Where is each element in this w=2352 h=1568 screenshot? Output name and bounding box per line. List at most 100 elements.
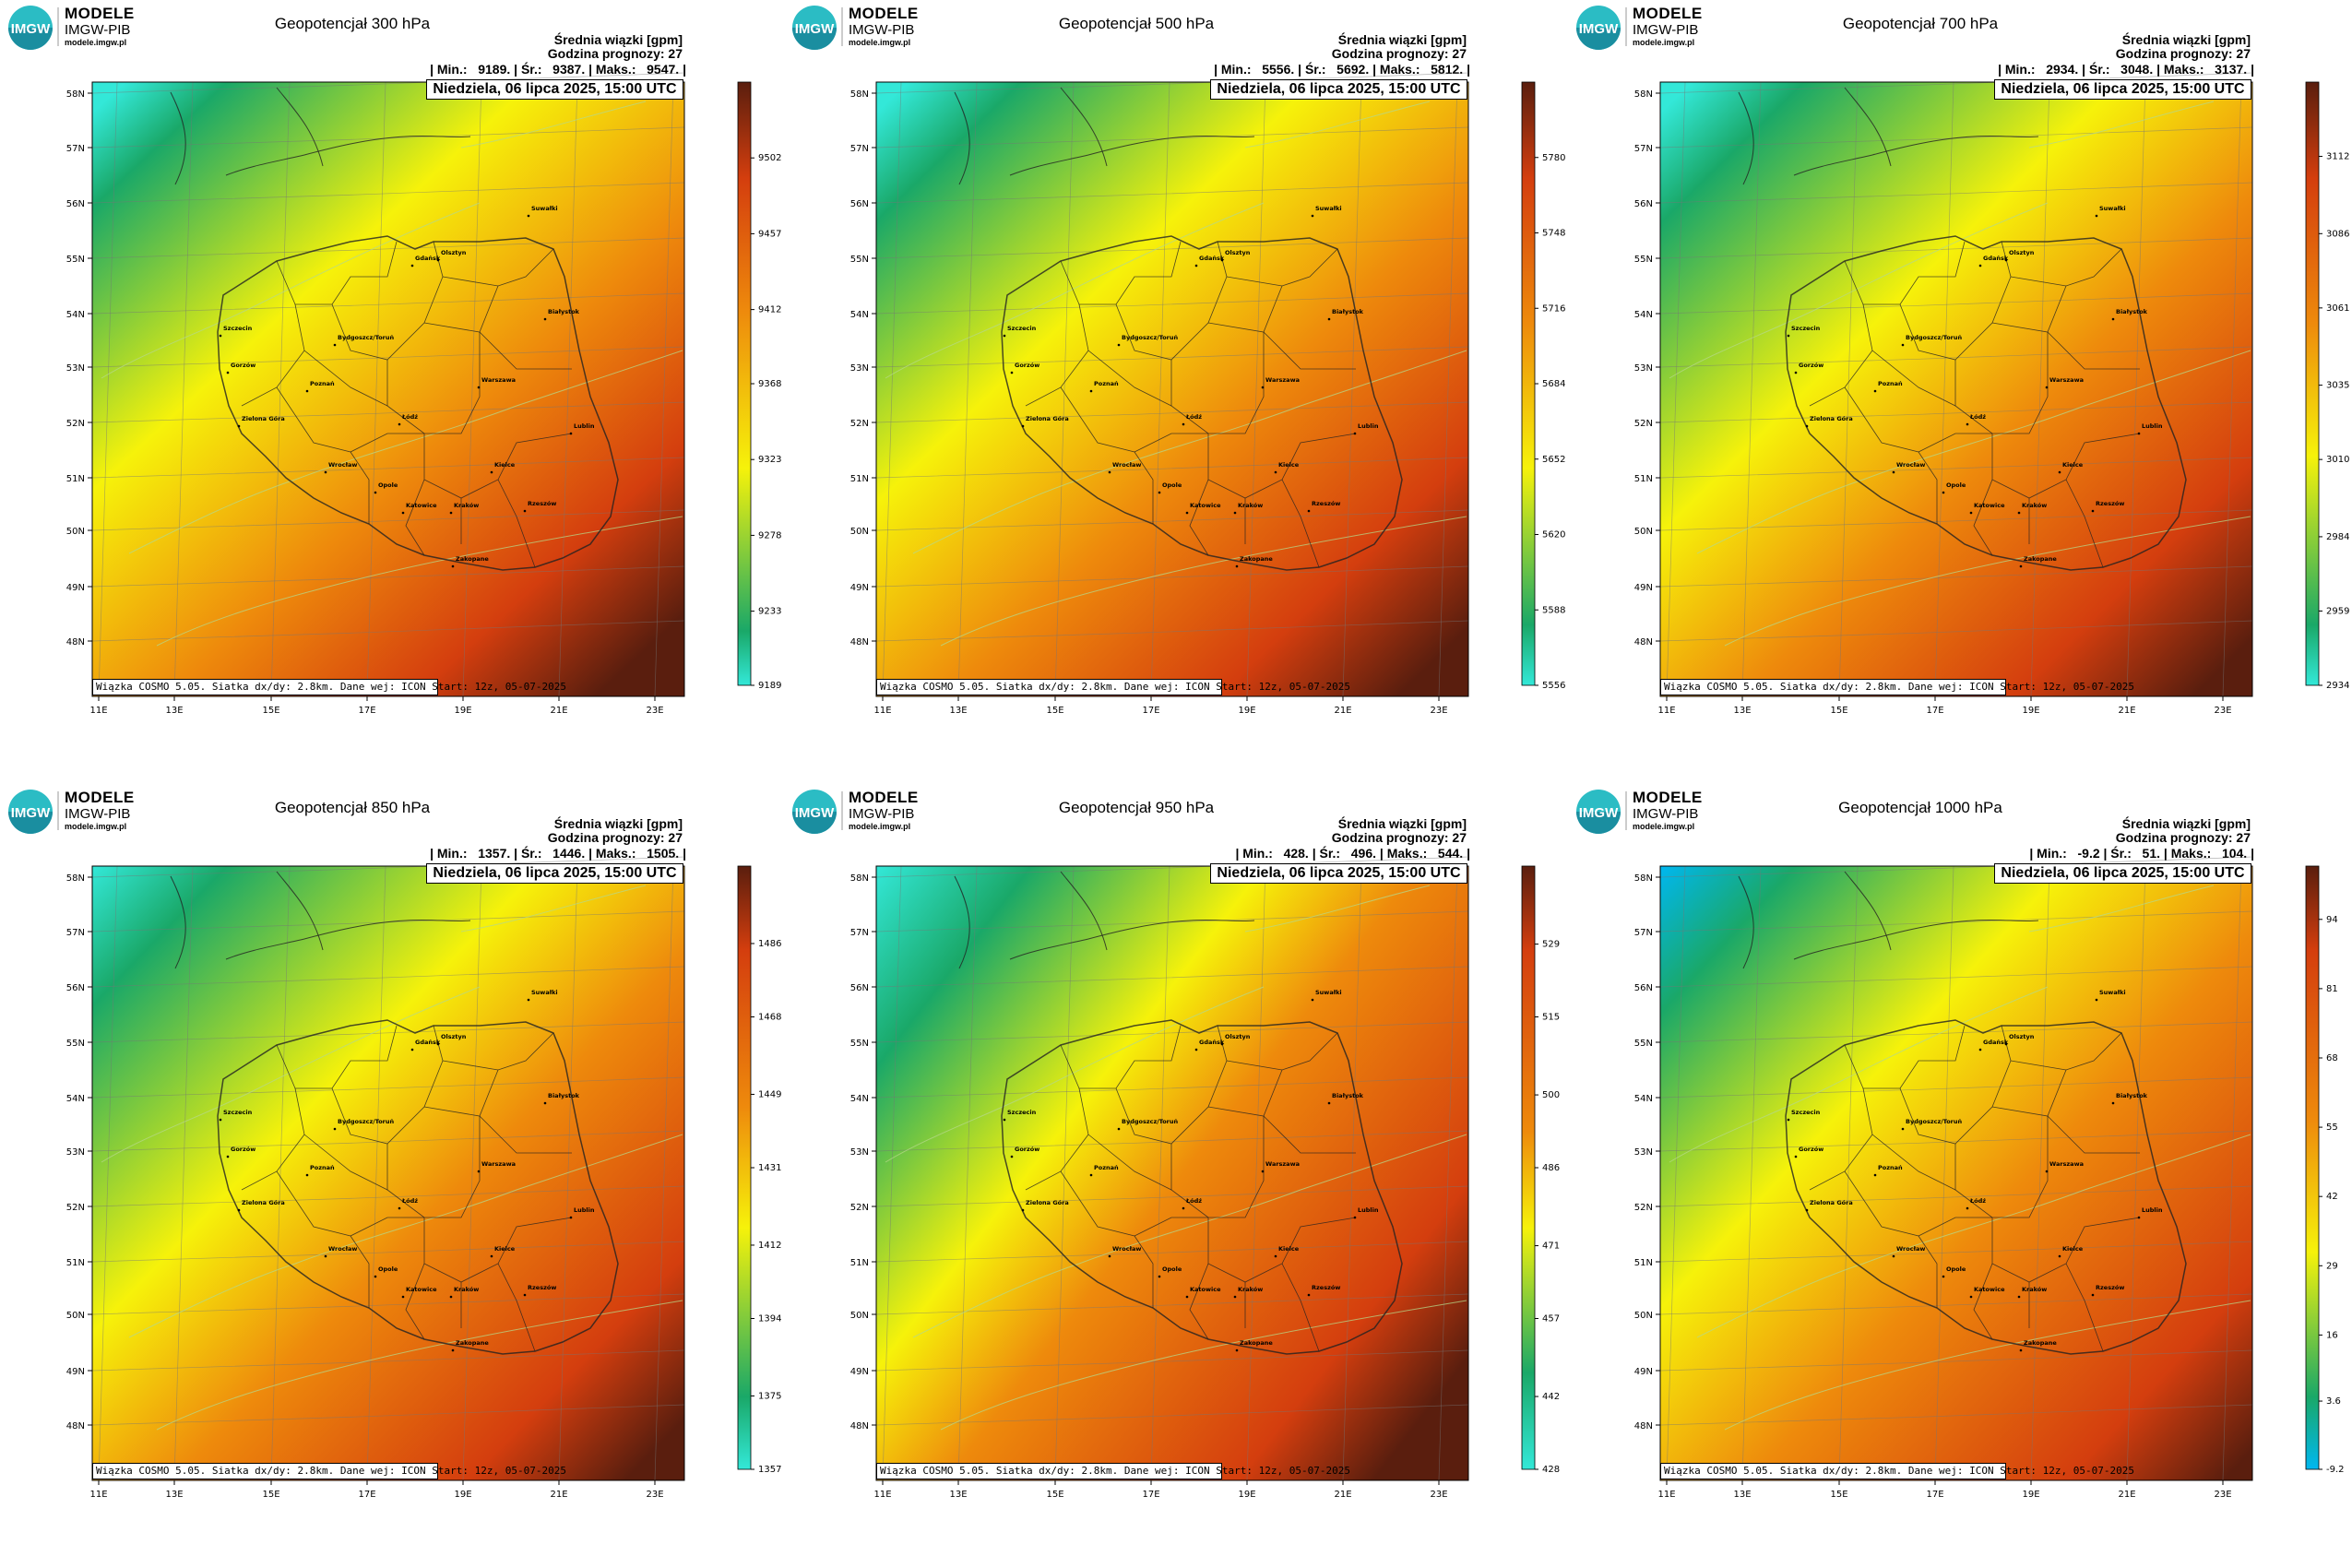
city-label: Poznań (310, 1164, 335, 1171)
city-label: Łódź (401, 1197, 418, 1205)
city-label: Opole (1162, 1265, 1182, 1273)
city-label: Warszawa (1265, 376, 1300, 384)
city-label: Gorzów (1015, 362, 1039, 369)
lat-tick-label: 53N (1634, 363, 1653, 374)
city-label: Suwałki (531, 205, 558, 212)
colorbar-tick-label: 42 (2326, 1192, 2338, 1202)
colorbar-tick-label: 1468 (758, 1013, 781, 1023)
city-marker: Opole (374, 481, 398, 494)
isolines (101, 101, 683, 647)
city-label: Rzeszów (1312, 1284, 1340, 1291)
city-label: Kraków (454, 1286, 479, 1293)
panel-title: Geopotencjał 1000 hPa (1838, 799, 2002, 816)
colorbar: 5556 5588 5620 5652 5684 5716 5748 5780 (1521, 81, 1565, 691)
city-label: Zakopane (1240, 555, 1273, 563)
city-marker: Zakopane (2019, 555, 2057, 568)
city-marker: Lublin (569, 1206, 595, 1219)
colorbar-tick-label: 486 (1542, 1163, 1560, 1173)
lat-tick-label: 55N (850, 255, 869, 265)
city-label: Łódź (401, 413, 418, 421)
panel-title: Geopotencjał 300 hPa (274, 15, 431, 32)
forecast-date: Niedziela, 06 lipca 2025, 15:00 UTC (426, 863, 683, 884)
city-label: Kielce (494, 1245, 516, 1253)
city-label: Lublin (2142, 1206, 2163, 1214)
city-marker: Gdańsk (1194, 255, 1225, 267)
lat-tick-label: 52N (850, 419, 869, 429)
colorbar-tick-label: 1431 (758, 1163, 781, 1173)
colorbar-tick-label: 3035 (2326, 381, 2349, 391)
city-marker: Katowice (1185, 1286, 1221, 1299)
city-marker: Zielona Góra (1021, 1199, 1069, 1212)
lat-tick-label: 52N (850, 1203, 869, 1213)
colorbar-tick-label: 1357 (758, 1465, 781, 1475)
lon-tick-label: 23E (2214, 1490, 2231, 1500)
geopotential-field (876, 866, 1468, 1480)
city-marker: Łódź (398, 1197, 418, 1210)
city-label: Białystok (548, 308, 580, 315)
lat-tick-label: 50N (66, 527, 85, 537)
lat-tick-label: 57N (66, 928, 85, 938)
panel-info: Średnia wiązki [gpm] Godzina prognozy: 2… (547, 816, 683, 845)
city-label: Kraków (454, 502, 479, 509)
city-label: Opole (1946, 1265, 1966, 1273)
geopotential-field (1660, 866, 2252, 1480)
city-marker: Łódź (1182, 413, 1202, 426)
isolines (1669, 101, 2251, 647)
lat-tick-label: 51N (66, 474, 85, 484)
city-label: Szczecin (1791, 1109, 1821, 1116)
city-label: Katowice (406, 1286, 437, 1293)
lat-tick-label: 48N (66, 1421, 85, 1431)
lat-tick-label: 48N (850, 637, 869, 647)
panel-stats: | Min.: -9.2 | Śr.: 51. | Maks.: 104. | (2029, 846, 2254, 861)
city-label: Rzeszów (2096, 500, 2124, 507)
city-label: Katowice (406, 502, 437, 509)
geopotential-field (876, 82, 1468, 696)
city-marker: Kielce (1274, 1245, 1300, 1258)
panel-stats: | Min.: 9189. | Śr.: 9387. | Maks.: 9547… (430, 62, 686, 77)
geopotential-field (92, 866, 684, 1480)
city-label: Warszawa (1265, 1160, 1300, 1168)
city-label: Poznań (1094, 380, 1119, 387)
city-label: Katowice (1974, 502, 2005, 509)
city-label: Katowice (1190, 502, 1221, 509)
city-label: Poznań (310, 380, 335, 387)
lat-tick-label: 57N (66, 144, 85, 154)
imgw-logo-icon: IMGW (1576, 790, 1621, 834)
city-label: Lublin (2142, 422, 2163, 430)
city-marker: Olsztyn (2004, 1033, 2035, 1046)
lat-tick-label: 51N (1634, 474, 1653, 484)
city-label: Suwałki (2099, 205, 2126, 212)
city-label: Olsztyn (2009, 1033, 2035, 1040)
city-label: Gorzów (231, 1146, 255, 1153)
city-marker: Łódź (1966, 1197, 1986, 1210)
lon-tick-label: 17E (1142, 706, 1159, 716)
city-marker: Białystok (543, 1092, 580, 1105)
city-marker: Olsztyn (2004, 249, 2035, 262)
city-marker: Łódź (1966, 413, 1986, 426)
lon-tick-label: 21E (1334, 1490, 1351, 1500)
city-marker: Opole (1158, 1265, 1182, 1278)
city-marker: Katowice (1969, 1286, 2005, 1299)
city-label: Gorzów (1799, 362, 1823, 369)
lon-tick-label: 13E (949, 1490, 967, 1500)
lat-tick-label: 49N (850, 583, 869, 593)
geopotential-field (1660, 82, 2252, 696)
logo-mark: IMGW (795, 21, 835, 37)
city-marker: Zakopane (2019, 1339, 2057, 1352)
forecast-date: Niedziela, 06 lipca 2025, 15:00 UTC (1210, 863, 1467, 884)
logo-line-1: MODELE (1633, 789, 1703, 806)
city-label: Poznań (1878, 380, 1903, 387)
lat-tick-label: 50N (66, 1311, 85, 1321)
city-marker: Suwałki (1311, 205, 1342, 218)
colorbar-tick-label: 1449 (758, 1089, 781, 1099)
city-marker: Kraków (449, 1286, 479, 1299)
city-marker: Kraków (2017, 502, 2047, 515)
map-chart: IMGW Gdańsk Suwałki Olsztyn Białystok Szczeci… (1576, 790, 2345, 1500)
lon-tick-label: 13E (949, 706, 967, 716)
panel-stats: | Min.: 428. | Śr.: 496. | Maks.: 544. | (1235, 846, 1470, 861)
lon-tick-label: 11E (89, 706, 107, 716)
lon-tick-label: 11E (1657, 1490, 1675, 1500)
city-label: Wrocław (1896, 461, 1925, 469)
lat-tick-label: 54N (850, 1094, 869, 1104)
city-label: Rzeszów (528, 500, 556, 507)
